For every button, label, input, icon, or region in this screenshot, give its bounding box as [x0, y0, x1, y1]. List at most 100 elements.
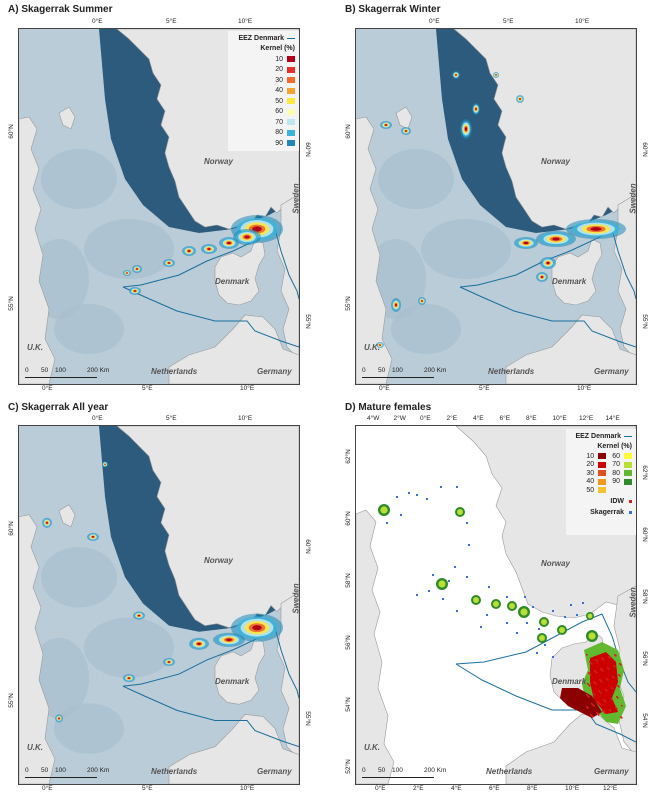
- skagerrak-point: [466, 522, 468, 524]
- idw-point: [606, 690, 608, 692]
- legend-d-swatch: [598, 487, 607, 494]
- scale-bar: 0 50 100 200 Km: [362, 767, 452, 781]
- legend-kernel-swatch: [287, 77, 295, 84]
- top-lon-tick: 14°E: [605, 415, 620, 422]
- idw-point: [616, 696, 618, 698]
- idw-point: [600, 692, 602, 694]
- idw-point: [592, 716, 594, 718]
- left-lat-tick: 60°N: [7, 521, 15, 536]
- kernel-hotspot: [421, 300, 423, 302]
- country-label-sweden: Sweden: [628, 587, 637, 618]
- kernel-blob-core: [380, 506, 388, 514]
- idw-point: [594, 694, 596, 696]
- skagerrak-point: [564, 616, 566, 618]
- idw-point: [619, 675, 621, 677]
- top-lon-tick: 10°E: [238, 415, 253, 422]
- kernel-hotspot: [207, 248, 211, 250]
- idw-point: [588, 684, 590, 686]
- idw-point: [604, 712, 606, 714]
- scale-bar-label: 200 Km: [87, 367, 110, 374]
- shallow-bank: [378, 149, 454, 209]
- legend-d-column: 10 20 30 40 50: [586, 452, 607, 495]
- country-label-germany: Germany: [257, 367, 292, 376]
- legend-d-row: 40: [586, 478, 607, 487]
- kernel-hotspot: [405, 130, 407, 132]
- top-lon-tick: 4°E: [473, 415, 484, 422]
- kernel-blob-core: [588, 632, 596, 640]
- legend-kernel-level: 60: [275, 108, 283, 116]
- kernel-hotspot: [187, 250, 191, 252]
- idw-point: [600, 668, 602, 670]
- top-lon-tick: 10°E: [575, 18, 590, 25]
- legend-d-swatch: [624, 478, 632, 485]
- kernel-hotspot: [58, 717, 60, 720]
- idw-point: [587, 695, 589, 697]
- top-lon-tick: 10°E: [238, 18, 253, 25]
- idw-point: [598, 702, 600, 704]
- left-lat-tick: 54°N: [344, 697, 352, 712]
- legend-eez-row: EEZ Denmark: [232, 33, 295, 44]
- legend-d-swatch: [598, 453, 607, 460]
- norway-land: [453, 29, 636, 230]
- idw-point: [587, 683, 589, 685]
- sweden-land: [613, 193, 636, 360]
- idw-point: [596, 712, 598, 714]
- bottom-lon-tick: 0°E: [375, 785, 386, 792]
- kernel-blob-core: [509, 603, 515, 609]
- skagerrak-point: [428, 590, 430, 592]
- idw-point: [609, 657, 611, 659]
- panel-c-map-graphic: [19, 426, 299, 784]
- legend-kernel-title: Kernel (%): [232, 44, 295, 55]
- legend-d-level: 60: [612, 452, 620, 460]
- idw-point: [599, 691, 601, 693]
- kernel-hotspot: [226, 638, 232, 642]
- idw-point: [613, 665, 615, 667]
- legend-d-eez-row: EEZ Denmark: [570, 431, 632, 442]
- idw-point: [597, 713, 599, 715]
- right-lat-tick: 60°N: [303, 539, 311, 554]
- shallow-bank: [41, 149, 117, 209]
- top-lon-tick: 5°E: [166, 18, 177, 25]
- scale-bar: 0 50 100 200 Km: [25, 767, 115, 781]
- idw-point: [594, 682, 596, 684]
- kernel-hotspot: [475, 107, 477, 111]
- skagerrak-point: [486, 614, 488, 616]
- country-label-germany: Germany: [594, 367, 629, 376]
- skagerrak-point: [408, 492, 410, 494]
- legend-d-idw-label: IDW: [610, 498, 624, 506]
- panel-b-title: B) Skagerrak Winter: [345, 4, 441, 15]
- legend-kernel-swatch: [287, 140, 295, 147]
- bottom-lon-tick: 12°E: [603, 785, 618, 792]
- legend-d-kernel-title-text: Kernel (%): [597, 443, 632, 451]
- skagerrak-point: [454, 566, 456, 568]
- scale-bar-line: [362, 377, 434, 378]
- idw-point: [593, 693, 595, 695]
- country-label-sweden: Sweden: [628, 183, 637, 214]
- idw-point: [597, 661, 599, 663]
- scale-bar: 0 50 100 200 Km: [25, 367, 115, 381]
- idw-point: [600, 680, 602, 682]
- legend-d-swatch: [598, 461, 607, 468]
- legend-d-swatch: [624, 470, 632, 477]
- top-lon-tick: 4°W: [367, 415, 380, 422]
- idw-point: [618, 674, 620, 676]
- idw-point: [594, 670, 596, 672]
- idw-point: [616, 708, 618, 710]
- skagerrak-point: [426, 498, 428, 500]
- idw-point: [620, 664, 622, 666]
- idw-point: [598, 714, 600, 716]
- scale-bar-label: 0: [25, 367, 29, 374]
- kernel-hotspot: [137, 614, 141, 617]
- right-lat-tick: 55°N: [640, 314, 648, 329]
- panel-c-title: C) Skagerrak All year: [8, 402, 109, 413]
- scale-bar-label: 0: [362, 367, 366, 374]
- legend-d-eez-label: EEZ Denmark: [575, 432, 621, 440]
- scale-bar-label: 100: [392, 767, 403, 774]
- bottom-lon-tick: 5°E: [142, 385, 153, 392]
- idw-point: [590, 714, 592, 716]
- skagerrak-point: [432, 574, 434, 576]
- idw-point: [602, 670, 604, 672]
- sweden-land: [276, 193, 299, 360]
- scale-bar-label: 200 Km: [424, 367, 447, 374]
- left-lat-tick: 60°N: [344, 511, 352, 526]
